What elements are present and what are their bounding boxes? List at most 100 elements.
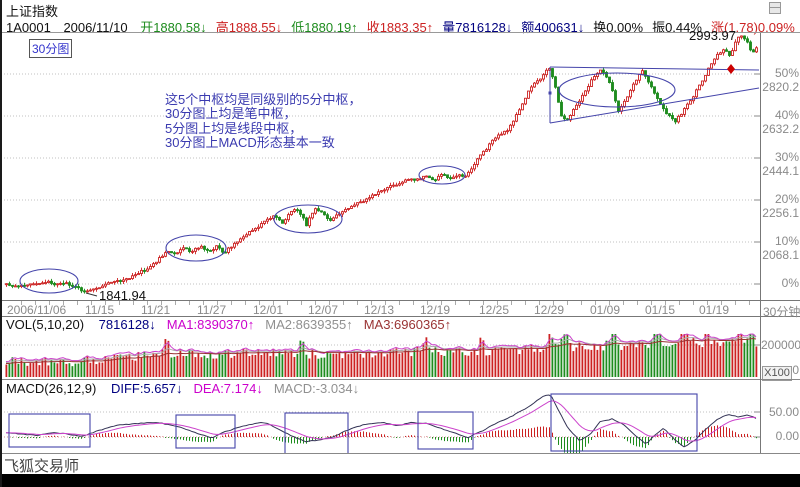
x-axis-date: 12/01: [253, 303, 284, 317]
x-axis-tick: [231, 301, 232, 305]
x-axis-tick: [217, 301, 218, 305]
brand-label: 飞狐交易师: [4, 458, 80, 475]
x-axis-tick: [21, 301, 22, 305]
main-price-chart[interactable]: [2, 33, 800, 300]
quote-field-高: 高1888.55↓: [215, 20, 283, 35]
x-axis-tick: [497, 301, 498, 305]
quote-field-开: 开1880.58↓: [140, 20, 207, 35]
y-axis-price-label: 2444.1: [762, 164, 799, 178]
x-axis-date: 01/15: [645, 303, 676, 317]
x-axis-tick: [77, 301, 78, 305]
macd-field-0: DIFF:5.657↓: [110, 381, 183, 396]
x-axis-tick: [105, 301, 106, 305]
vol-current-value: 7816128↓: [98, 317, 156, 332]
x-axis-tick: [581, 301, 582, 305]
volume-chart[interactable]: [2, 332, 800, 379]
quote-field-换: 换0.00%: [593, 20, 644, 35]
volume-scale-zero: 0: [792, 363, 799, 377]
macd-field-2: MACD:-3.034↓: [273, 381, 360, 396]
x-axis-date: 2006/11/06: [7, 303, 67, 317]
quote-fields: 开1880.58↓ 高1888.55↓ 低1880.19↑ 收1883.35↑ 量781…: [140, 20, 800, 35]
right-axis-line: [760, 33, 761, 453]
y-axis-pct-label: 50%: [774, 66, 799, 80]
x-axis-tick: [749, 301, 750, 305]
volume-scale-top: 200000: [761, 338, 800, 352]
y-axis-pct-label: 20%: [774, 192, 799, 206]
vol-ma2: MA2:8639355↑: [265, 317, 353, 332]
quote-field-涨: 涨(1.78)0.09%: [710, 20, 795, 35]
x-axis-tick: [329, 301, 330, 305]
bottom-black-bar: [2, 474, 800, 487]
x-axis-tick: [483, 301, 484, 305]
y-axis-price-label: 2068.1: [762, 248, 799, 262]
x-axis-tick: [343, 301, 344, 305]
macd-field-1: DEA:7.174↓: [193, 381, 263, 396]
period-annotation-box: 30分图: [29, 39, 73, 58]
x-axis-date: 12/07: [308, 303, 339, 317]
x-axis-tick: [63, 301, 64, 305]
low-price-label: 1841.94: [99, 288, 146, 303]
x-axis-tick: [553, 301, 554, 305]
x-axis-tick: [651, 301, 652, 305]
window-layout-icon[interactable]: [769, 2, 789, 14]
high-price-label: 2993.97: [689, 28, 736, 43]
x-axis-tick: [399, 301, 400, 305]
quote-field-收: 收1883.35↑: [366, 20, 434, 35]
x-axis-tick: [637, 301, 638, 305]
x-axis-tick: [525, 301, 526, 305]
x-axis-tick: [567, 301, 568, 305]
x-axis-date: 12/29: [534, 303, 565, 317]
x-axis-tick: [273, 301, 274, 305]
x-axis-date: 01/19: [699, 303, 730, 317]
x-axis-tick: [665, 301, 666, 305]
x-axis-tick: [35, 301, 36, 305]
quote-field-振: 振0.44%: [652, 20, 702, 35]
volume-divider: [2, 379, 800, 380]
y-axis-pct-label: 10%: [774, 234, 799, 248]
x-axis-tick: [735, 301, 736, 305]
vol-indicator-name: VOL(5,10,20): [6, 317, 85, 332]
symbol-code: 1A0001: [6, 20, 51, 35]
page-title: 上证指数: [6, 4, 59, 19]
macd-scale-0: 0.00: [775, 429, 799, 443]
quote-date: 2006/11/10: [63, 20, 128, 35]
analysis-note: 这5个中枢均是同级别的5分中枢， 30分图上均是笔中枢， 5分图上均是线段中枢， 30…: [165, 92, 361, 151]
macd-chart[interactable]: [2, 393, 800, 454]
x-axis-tick: [413, 301, 414, 305]
quote-field-低: 低1880.19↑: [291, 20, 358, 35]
x-axis-tick: [609, 301, 610, 305]
y-axis-pct-label: 0%: [781, 276, 799, 290]
x-axis-tick: [721, 301, 722, 305]
x-axis-tick: [245, 301, 246, 305]
x-axis-tick: [427, 301, 428, 305]
x-axis-tick: [357, 301, 358, 305]
vol-ma1: MA1:8390370↑: [166, 317, 255, 332]
x-axis-tick: [133, 301, 134, 305]
x-axis-tick: [315, 301, 316, 305]
x-axis-tick: [161, 301, 162, 305]
x-axis-tick: [259, 301, 260, 305]
analysis-note-line: 30分图上均是笔中枢，: [165, 106, 297, 122]
x-axis-date: 11/21: [141, 303, 171, 317]
y-axis-price-label: 2632.2: [762, 122, 799, 136]
analysis-note-line: 5分图上均是线段中枢，: [165, 120, 303, 136]
macd-scale-50: 50.00: [768, 405, 799, 419]
macd-indicator-name: MACD(26,12,9): [6, 381, 97, 396]
x-axis-date: 12/19: [420, 303, 451, 317]
quote-bar: 1A0001 2006/11/10 开1880.58↓ 高1888.55↓ 低188…: [6, 17, 800, 36]
x-axis-tick: [91, 301, 92, 305]
x-axis-date-band: 30分钟 2006/11/06 11/15 11/21 11/27 12/01 12/07…: [2, 300, 800, 319]
x-axis-tick: [455, 301, 456, 305]
x-axis-tick: [301, 301, 302, 305]
y-axis-price-label: 2820.2: [762, 80, 799, 94]
x-axis-date: 11/27: [197, 303, 227, 317]
x-axis-tick: [595, 301, 596, 305]
x-axis-tick: [511, 301, 512, 305]
x-axis-tick: [175, 301, 176, 305]
volume-indicator-row: VOL(5,10,20) 7816128↓ MA1:8390370↑ MA2:863…: [6, 317, 462, 332]
vol-ma3: MA3:6960365↑: [363, 317, 452, 332]
analysis-note-line: 30分图上MACD形态基本一致: [165, 135, 335, 151]
x-axis-tick: [147, 301, 148, 305]
y-axis-price-label: 2256.1: [762, 206, 799, 220]
footer-divider: [2, 453, 800, 454]
